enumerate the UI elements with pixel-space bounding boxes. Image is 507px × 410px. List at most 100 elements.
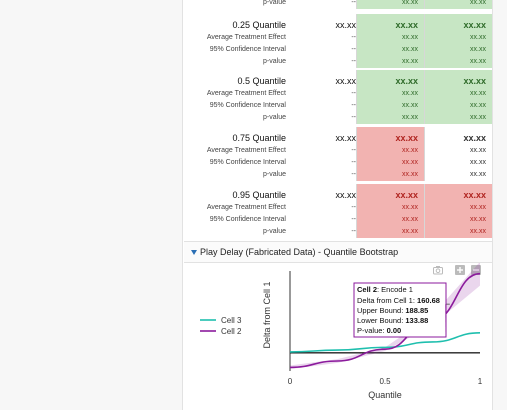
quantile-row: 0.95 Quantile xx.xx xx.xx xx.xx xyxy=(184,184,492,204)
cell-1-value: -- xyxy=(351,171,356,178)
panel-title: Play Delay (Fabricated Data) - Quantile … xyxy=(200,247,399,257)
table-row: Average Treatment Effect -- xx.xx xx.xx xyxy=(184,88,492,100)
series-line xyxy=(289,332,481,353)
cell-2-value: xx.xx xyxy=(356,70,424,90)
zoom-out-icon[interactable] xyxy=(471,265,481,275)
row-label: Average Treatment Effect xyxy=(206,147,286,154)
x-tick-label: 0 xyxy=(288,377,293,386)
table-row: p-value -- xx.xx xx.xx xyxy=(184,0,492,9)
legend-label: Cell 2 xyxy=(221,327,242,336)
cell-3-value: xx.xx xyxy=(424,32,492,44)
cell-1-value: -- xyxy=(351,147,356,154)
cell-3-value: xx.xx xyxy=(424,100,492,112)
row-label: p-value xyxy=(263,114,286,121)
cell-3-value: xx.xx xyxy=(424,214,492,226)
cell-2-value: xx.xx xyxy=(356,202,424,214)
row-label: 95% Confidence Interval xyxy=(209,46,286,53)
table-row: Average Treatment Effect -- xx.xx xx.xx xyxy=(184,202,492,214)
series-line xyxy=(289,272,481,369)
cell-1-value: -- xyxy=(351,114,356,121)
table-row: 95% Confidence Interval -- xx.xx xx.xx xyxy=(184,44,492,56)
collapse-caret-icon[interactable] xyxy=(191,250,197,255)
camera-icon[interactable] xyxy=(433,265,443,275)
cell-1-value: -- xyxy=(351,102,356,109)
row-label: 95% Confidence Interval xyxy=(209,159,286,166)
cell-1-value: -- xyxy=(351,46,356,53)
cell-2-value: xx.xx xyxy=(356,145,424,157)
cell-3-value: xx.xx xyxy=(424,14,492,34)
row-label: Average Treatment Effect xyxy=(206,204,286,211)
legend-label: Cell 3 xyxy=(221,316,242,325)
table-row: Average Treatment Effect -- xx.xx xx.xx xyxy=(184,145,492,157)
cell-2-value: xx.xx xyxy=(356,184,424,204)
tooltip-row: Upper Bound: 188.85 xyxy=(357,306,428,315)
cell-1-value: -- xyxy=(351,159,356,166)
row-label: Average Treatment Effect xyxy=(206,90,286,97)
cell-3-value: xx.xx xyxy=(424,0,492,9)
cell-1-value: xx.xx xyxy=(335,133,356,143)
quantile-label: 0.5 Quantile xyxy=(237,76,286,86)
cell-3-value: xx.xx xyxy=(424,88,492,100)
table-row: Average Treatment Effect -- xx.xx xx.xx xyxy=(184,32,492,44)
quantile-row: 0.5 Quantile xx.xx xx.xx xx.xx xyxy=(184,70,492,90)
row-label: p-value xyxy=(263,0,286,6)
table-row: 95% Confidence Interval -- xx.xx xx.xx xyxy=(184,157,492,169)
cell-2-value: xx.xx xyxy=(356,0,424,9)
cell-1-value: -- xyxy=(351,216,356,223)
results-table: p-value -- xx.xx xx.xx 0.25 Quantile xx.… xyxy=(184,0,492,240)
x-axis-label: Quantile xyxy=(368,390,402,400)
quantile-label: 0.25 Quantile xyxy=(232,20,286,30)
cell-3-value: xx.xx xyxy=(424,145,492,157)
tooltip-row: Lower Bound: 133.88 xyxy=(357,316,428,325)
cell-3-value: xx.xx xyxy=(424,157,492,169)
cell-3-value: xx.xx xyxy=(424,127,492,147)
cell-2-value: xx.xx xyxy=(356,169,424,181)
x-tick-label: 1 xyxy=(478,377,483,386)
table-row: p-value -- xx.xx xx.xx xyxy=(184,169,492,181)
cell-1-value: xx.xx xyxy=(335,76,356,86)
cell-2-value: xx.xx xyxy=(356,100,424,112)
left-gutter xyxy=(0,0,183,410)
cell-2-value: xx.xx xyxy=(356,14,424,34)
cell-2-value: xx.xx xyxy=(356,112,424,124)
cell-3-value: xx.xx xyxy=(424,226,492,238)
cell-3-value: xx.xx xyxy=(424,70,492,90)
table-row: p-value -- xx.xx xx.xx xyxy=(184,112,492,124)
row-label: p-value xyxy=(263,58,286,65)
quantile-row: 0.25 Quantile xx.xx xx.xx xx.xx xyxy=(184,14,492,34)
table-row: p-value -- xx.xx xx.xx xyxy=(184,56,492,68)
row-label: p-value xyxy=(263,171,286,178)
quantile-label: 0.75 Quantile xyxy=(232,133,286,143)
cell-1-value: -- xyxy=(351,204,356,211)
zoom-in-icon[interactable] xyxy=(455,265,465,275)
chart-legend: Cell 3 Cell 2 xyxy=(200,316,242,336)
cell-2-value: xx.xx xyxy=(356,56,424,68)
quantile-row: 0.75 Quantile xx.xx xx.xx xx.xx xyxy=(184,127,492,147)
x-axis-ticks: 0 0.5 1 xyxy=(288,377,483,386)
x-tick-label: 0.5 xyxy=(379,377,391,386)
cell-3-value: xx.xx xyxy=(424,56,492,68)
cell-2-value: xx.xx xyxy=(356,226,424,238)
table-row: 95% Confidence Interval -- xx.xx xx.xx xyxy=(184,214,492,226)
cell-2-value: xx.xx xyxy=(356,157,424,169)
quantile-label: 0.95 Quantile xyxy=(232,190,286,200)
cell-2-value: xx.xx xyxy=(356,32,424,44)
hover-tooltip: Cell 2: Encode 1 Delta from Cell 1: 160.6… xyxy=(353,282,450,338)
cell-1-value: -- xyxy=(351,228,356,235)
tooltip-row: P-value: 0.00 xyxy=(357,326,401,335)
cell-2-value: xx.xx xyxy=(356,127,424,147)
cell-3-value: xx.xx xyxy=(424,169,492,181)
cell-2-value: xx.xx xyxy=(356,88,424,100)
cell-3-value: xx.xx xyxy=(424,184,492,204)
tooltip-row: Delta from Cell 1: 160.68 xyxy=(357,296,440,305)
chart-panel-header[interactable]: Play Delay (Fabricated Data) - Quantile … xyxy=(184,241,492,263)
right-gutter xyxy=(492,0,507,410)
y-axis-label: Delta from Cell 1 xyxy=(262,281,272,348)
table-row: p-value -- xx.xx xx.xx xyxy=(184,226,492,238)
cell-1-value: -- xyxy=(351,58,356,65)
cell-2-value: xx.xx xyxy=(356,214,424,226)
row-label: p-value xyxy=(263,228,286,235)
cell-3-value: xx.xx xyxy=(424,112,492,124)
table-row: 95% Confidence Interval -- xx.xx xx.xx xyxy=(184,100,492,112)
